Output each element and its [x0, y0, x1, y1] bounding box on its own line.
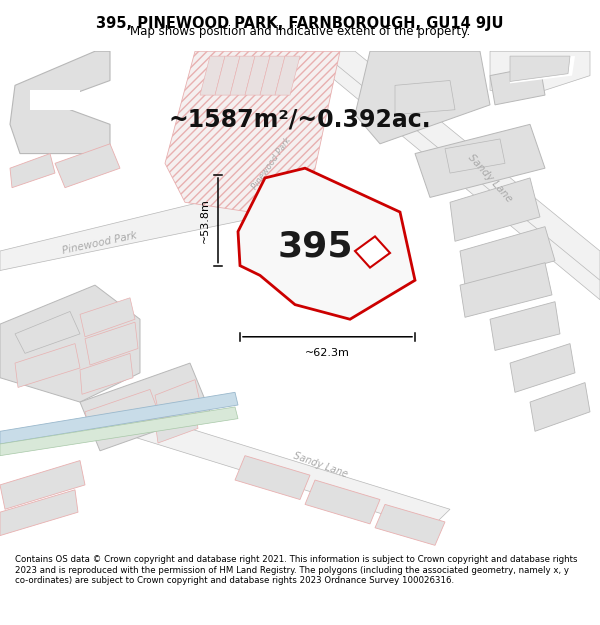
Polygon shape [0, 192, 260, 271]
Polygon shape [238, 168, 415, 319]
Polygon shape [300, 51, 600, 300]
Polygon shape [10, 154, 55, 188]
Polygon shape [30, 90, 80, 110]
Text: ~53.8m: ~53.8m [200, 198, 210, 242]
Polygon shape [85, 322, 138, 365]
Polygon shape [490, 66, 545, 105]
Text: Pinewood Park: Pinewood Park [62, 231, 138, 256]
Polygon shape [355, 236, 390, 268]
Polygon shape [355, 51, 490, 144]
Polygon shape [230, 56, 255, 95]
Text: Sandy Lane: Sandy Lane [466, 152, 514, 204]
Polygon shape [235, 456, 310, 499]
Polygon shape [165, 51, 340, 212]
Polygon shape [80, 363, 210, 451]
Polygon shape [490, 51, 590, 95]
Polygon shape [445, 139, 505, 173]
Polygon shape [0, 490, 78, 536]
Polygon shape [100, 407, 450, 529]
Polygon shape [305, 480, 380, 524]
Polygon shape [215, 56, 240, 95]
Polygon shape [10, 51, 110, 154]
Polygon shape [0, 392, 238, 444]
Polygon shape [460, 262, 552, 318]
Polygon shape [275, 56, 300, 95]
Polygon shape [530, 382, 590, 431]
Polygon shape [0, 285, 140, 402]
Polygon shape [415, 124, 545, 198]
Polygon shape [510, 56, 570, 81]
Text: 395: 395 [277, 229, 353, 263]
Text: Sandy Lane: Sandy Lane [292, 451, 349, 480]
Polygon shape [85, 389, 160, 438]
Polygon shape [490, 302, 560, 351]
Text: Pinewood Park: Pinewood Park [251, 136, 293, 191]
Polygon shape [80, 298, 135, 337]
Polygon shape [450, 178, 540, 241]
Polygon shape [0, 407, 238, 456]
Polygon shape [55, 144, 120, 188]
Polygon shape [15, 344, 80, 388]
Polygon shape [460, 227, 555, 285]
Text: ~1587m²/~0.392ac.: ~1587m²/~0.392ac. [169, 107, 431, 131]
Text: 395, PINEWOOD PARK, FARNBOROUGH, GU14 9JU: 395, PINEWOOD PARK, FARNBOROUGH, GU14 9J… [96, 16, 504, 31]
Polygon shape [245, 56, 270, 95]
Polygon shape [155, 379, 200, 419]
Polygon shape [15, 311, 80, 353]
Text: Map shows position and indicative extent of the property.: Map shows position and indicative extent… [130, 26, 470, 39]
Text: Contains OS data © Crown copyright and database right 2021. This information is : Contains OS data © Crown copyright and d… [15, 555, 577, 585]
Polygon shape [0, 461, 85, 509]
Polygon shape [510, 344, 575, 392]
Polygon shape [155, 407, 198, 443]
Polygon shape [260, 56, 285, 95]
Polygon shape [375, 504, 445, 546]
Polygon shape [510, 56, 575, 83]
Polygon shape [395, 81, 455, 114]
Polygon shape [310, 51, 600, 290]
Polygon shape [80, 353, 133, 394]
Text: ~62.3m: ~62.3m [305, 349, 350, 359]
Polygon shape [200, 56, 225, 95]
